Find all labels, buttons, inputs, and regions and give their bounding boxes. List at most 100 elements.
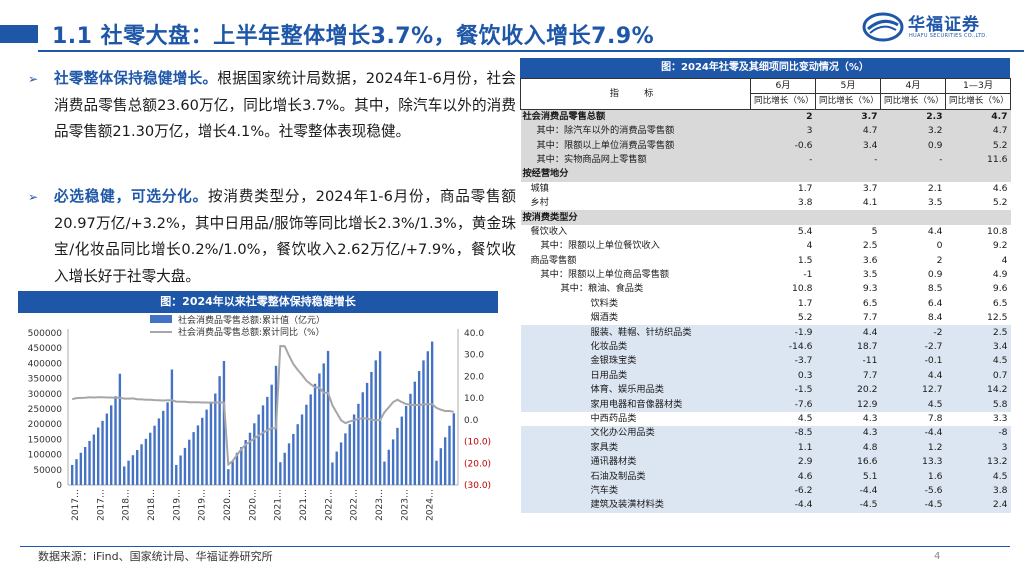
col-subheader: 同比增长（%） (815, 93, 881, 110)
y-left-tick-label: 250000 (28, 405, 63, 415)
y-left-tick-label: 350000 (28, 375, 63, 385)
table-row: 服装、鞋帽、针纺织品类 -1.9 4.4 -2 2.5 (520, 325, 1011, 340)
y-right-tick-label: 30.0 (464, 351, 484, 361)
row-value (750, 210, 816, 225)
bar (157, 418, 161, 485)
row-label: 按经营地分 (520, 167, 751, 182)
row-value: 1.6 (880, 469, 946, 484)
bar (326, 350, 330, 485)
row-value: 14.2 (945, 383, 1011, 398)
row-value: 0.9 (927, 269, 943, 281)
chart-canvas: 社会消费品零售总额:累计值（亿元）社会消费品零售总额:累计同比（%）500000… (28, 314, 491, 521)
row-value: 16.6 (815, 454, 881, 470)
bar (357, 403, 360, 485)
table-row: 其中：实物商品网上零售额 - - -11.6 (520, 152, 1011, 168)
table-row: 金银珠宝类 -3.7 -11 -0.1 4.5 (520, 354, 1011, 369)
row-value: 5.8 (945, 397, 1011, 412)
row-value: -4.4 (750, 498, 816, 513)
x-tick-label: 2020… (223, 489, 233, 521)
bar (331, 462, 334, 485)
row-value: 13.3 (880, 454, 946, 470)
row-value: 3.8 (797, 197, 813, 209)
bar (192, 432, 195, 485)
indicator-header: 指 标 (520, 78, 751, 110)
row-value: 2.3 (880, 109, 946, 124)
bar (201, 417, 204, 485)
table-row: 乡村 3.8 4.1 3.5 5.2 (521, 196, 1011, 210)
row-value: 3.4 (815, 138, 881, 153)
row-label: 家具类 (520, 440, 751, 455)
bar (136, 450, 139, 485)
row-value: 4.5 (945, 354, 1011, 369)
bar (387, 449, 390, 485)
row-value: 4.4 (927, 225, 943, 237)
row-value: 0.3 (750, 368, 816, 384)
bar (409, 393, 412, 485)
row-value: -6.2 (750, 483, 816, 499)
row-value: -14.6 (750, 339, 816, 355)
chart-title: 图：2024年以来社零整体保持稳健增长 (18, 291, 498, 313)
row-label: 商品零售额 (530, 254, 577, 266)
bar (92, 434, 96, 485)
bar (166, 402, 169, 485)
x-tick-label: 2020… (248, 489, 258, 521)
table-row: 商品零售额 1.5 3.6 2 4 (521, 254, 1011, 268)
row-label: 其中：实物商品网上零售额 (520, 152, 751, 168)
row-value: 4 (806, 240, 813, 252)
row-value: 3 (750, 124, 816, 139)
bar (257, 414, 260, 485)
bar (127, 460, 130, 485)
row-value: 6.5 (862, 297, 878, 309)
row-value: 4.8 (815, 440, 881, 455)
logo-name: 华福证券 (908, 15, 980, 35)
bar (309, 394, 312, 485)
table-row: 日用品类 0.3 7.7 4.4 0.7 (520, 368, 1011, 384)
bar (374, 360, 377, 485)
bar (149, 432, 152, 485)
bar (344, 433, 347, 485)
row-value: 10.8 (792, 283, 813, 295)
row-label: 石油及制品类 (520, 469, 751, 484)
bullet-2-body: 按消费类型分，2024年1-6月份，商品零售额20.97万亿/+3.2%，其中日… (54, 188, 516, 285)
bar (287, 443, 291, 485)
col-subheader: 同比增长（%） (945, 93, 1011, 110)
bar (361, 392, 364, 485)
bar (313, 383, 317, 485)
huafu-logo-icon (862, 12, 904, 42)
bar (83, 447, 87, 485)
bar (140, 444, 143, 485)
y-left-tick-label: 100000 (28, 451, 63, 461)
x-tick-label: 2024… (426, 489, 436, 521)
row-label: 服装、鞋帽、针纺织品类 (520, 325, 751, 340)
x-tick-label: 2017… (71, 489, 81, 521)
col-header: 1—3月 (945, 78, 1011, 94)
row-label: 社会消费品零售总额 (520, 109, 751, 124)
row-value: 1.1 (750, 440, 816, 455)
x-tick-label: 2021… (274, 489, 284, 521)
bar (270, 384, 273, 485)
bar (335, 451, 338, 485)
bar (131, 455, 135, 485)
row-label: 体育、娱乐用品类 (520, 383, 751, 398)
row-value: 1.7 (797, 297, 813, 309)
row-value: -3.7 (750, 354, 816, 369)
x-tick-label: 2017… (96, 489, 106, 521)
bar (244, 440, 247, 485)
row-label: 金银珠宝类 (520, 354, 751, 369)
y-right-tick-label: (10.0) (464, 438, 491, 448)
row-value: - (880, 152, 946, 168)
data-table: 指 标 6月 5月 4月 1—3月 同比增长（%） 同比增长（%） 同比增长（%… (520, 78, 1011, 513)
row-label: 其中：粮油、食品类 (560, 283, 644, 295)
row-value: 0 (936, 240, 943, 252)
bar (378, 351, 382, 485)
bar (79, 452, 83, 485)
row-value (880, 210, 946, 225)
bar (322, 363, 325, 485)
y-left-tick-label: 150000 (28, 435, 63, 445)
row-value: 2 (750, 109, 816, 124)
row-value: 1.2 (880, 440, 946, 455)
col-header: 4月 (880, 78, 946, 94)
row-value: 7.8 (927, 413, 943, 424)
row-value: 12.7 (880, 383, 946, 398)
row-value: 4.7 (815, 124, 881, 139)
